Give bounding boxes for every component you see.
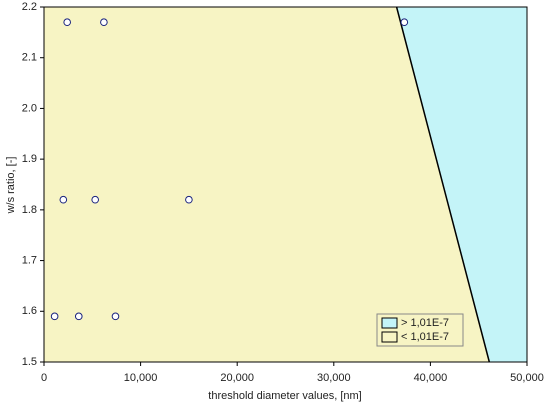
data-point: [100, 18, 108, 27]
data-point: [63, 18, 71, 27]
x-tick-label: 50,000: [510, 372, 544, 384]
data-point: [74, 312, 83, 321]
y-axis-label: w/s ratio, [-]: [5, 157, 17, 215]
region-high: [396, 7, 527, 362]
y-tick-label: 2.0: [22, 102, 37, 114]
legend-swatch: [381, 317, 398, 329]
legend-swatch: [381, 331, 398, 343]
y-tick-label: 1.5: [22, 356, 37, 368]
legend-label: > 1,01E-7: [401, 317, 449, 329]
region-low: [44, 7, 490, 362]
x-tick-label: 20,000: [220, 372, 254, 384]
data-point: [50, 312, 59, 321]
y-tick-label: 2.2: [22, 1, 37, 13]
boundary-line: [395, 6, 491, 363]
x-tick-label: 10,000: [124, 372, 158, 384]
data-point: [111, 312, 120, 321]
data-point: [91, 195, 99, 204]
data-point: [59, 195, 68, 204]
y-tick-label: 2.1: [22, 52, 37, 64]
y-tick-label: 1.6: [22, 305, 37, 317]
data-point: [185, 195, 193, 204]
data-point: [400, 18, 409, 27]
legend-label: < 1,01E-7: [401, 331, 449, 343]
x-axis-label: threshold diameter values, [nm]: [208, 390, 361, 402]
plot-frame: [43, 6, 528, 363]
x-tick-label: 40,000: [414, 372, 448, 384]
y-tick-label: 1.7: [22, 254, 37, 266]
y-tick-label: 1.9: [22, 153, 37, 165]
x-tick-label: 0: [41, 372, 47, 384]
x-tick-label: 30,000: [317, 372, 351, 384]
y-tick-label: 1.8: [22, 204, 37, 216]
